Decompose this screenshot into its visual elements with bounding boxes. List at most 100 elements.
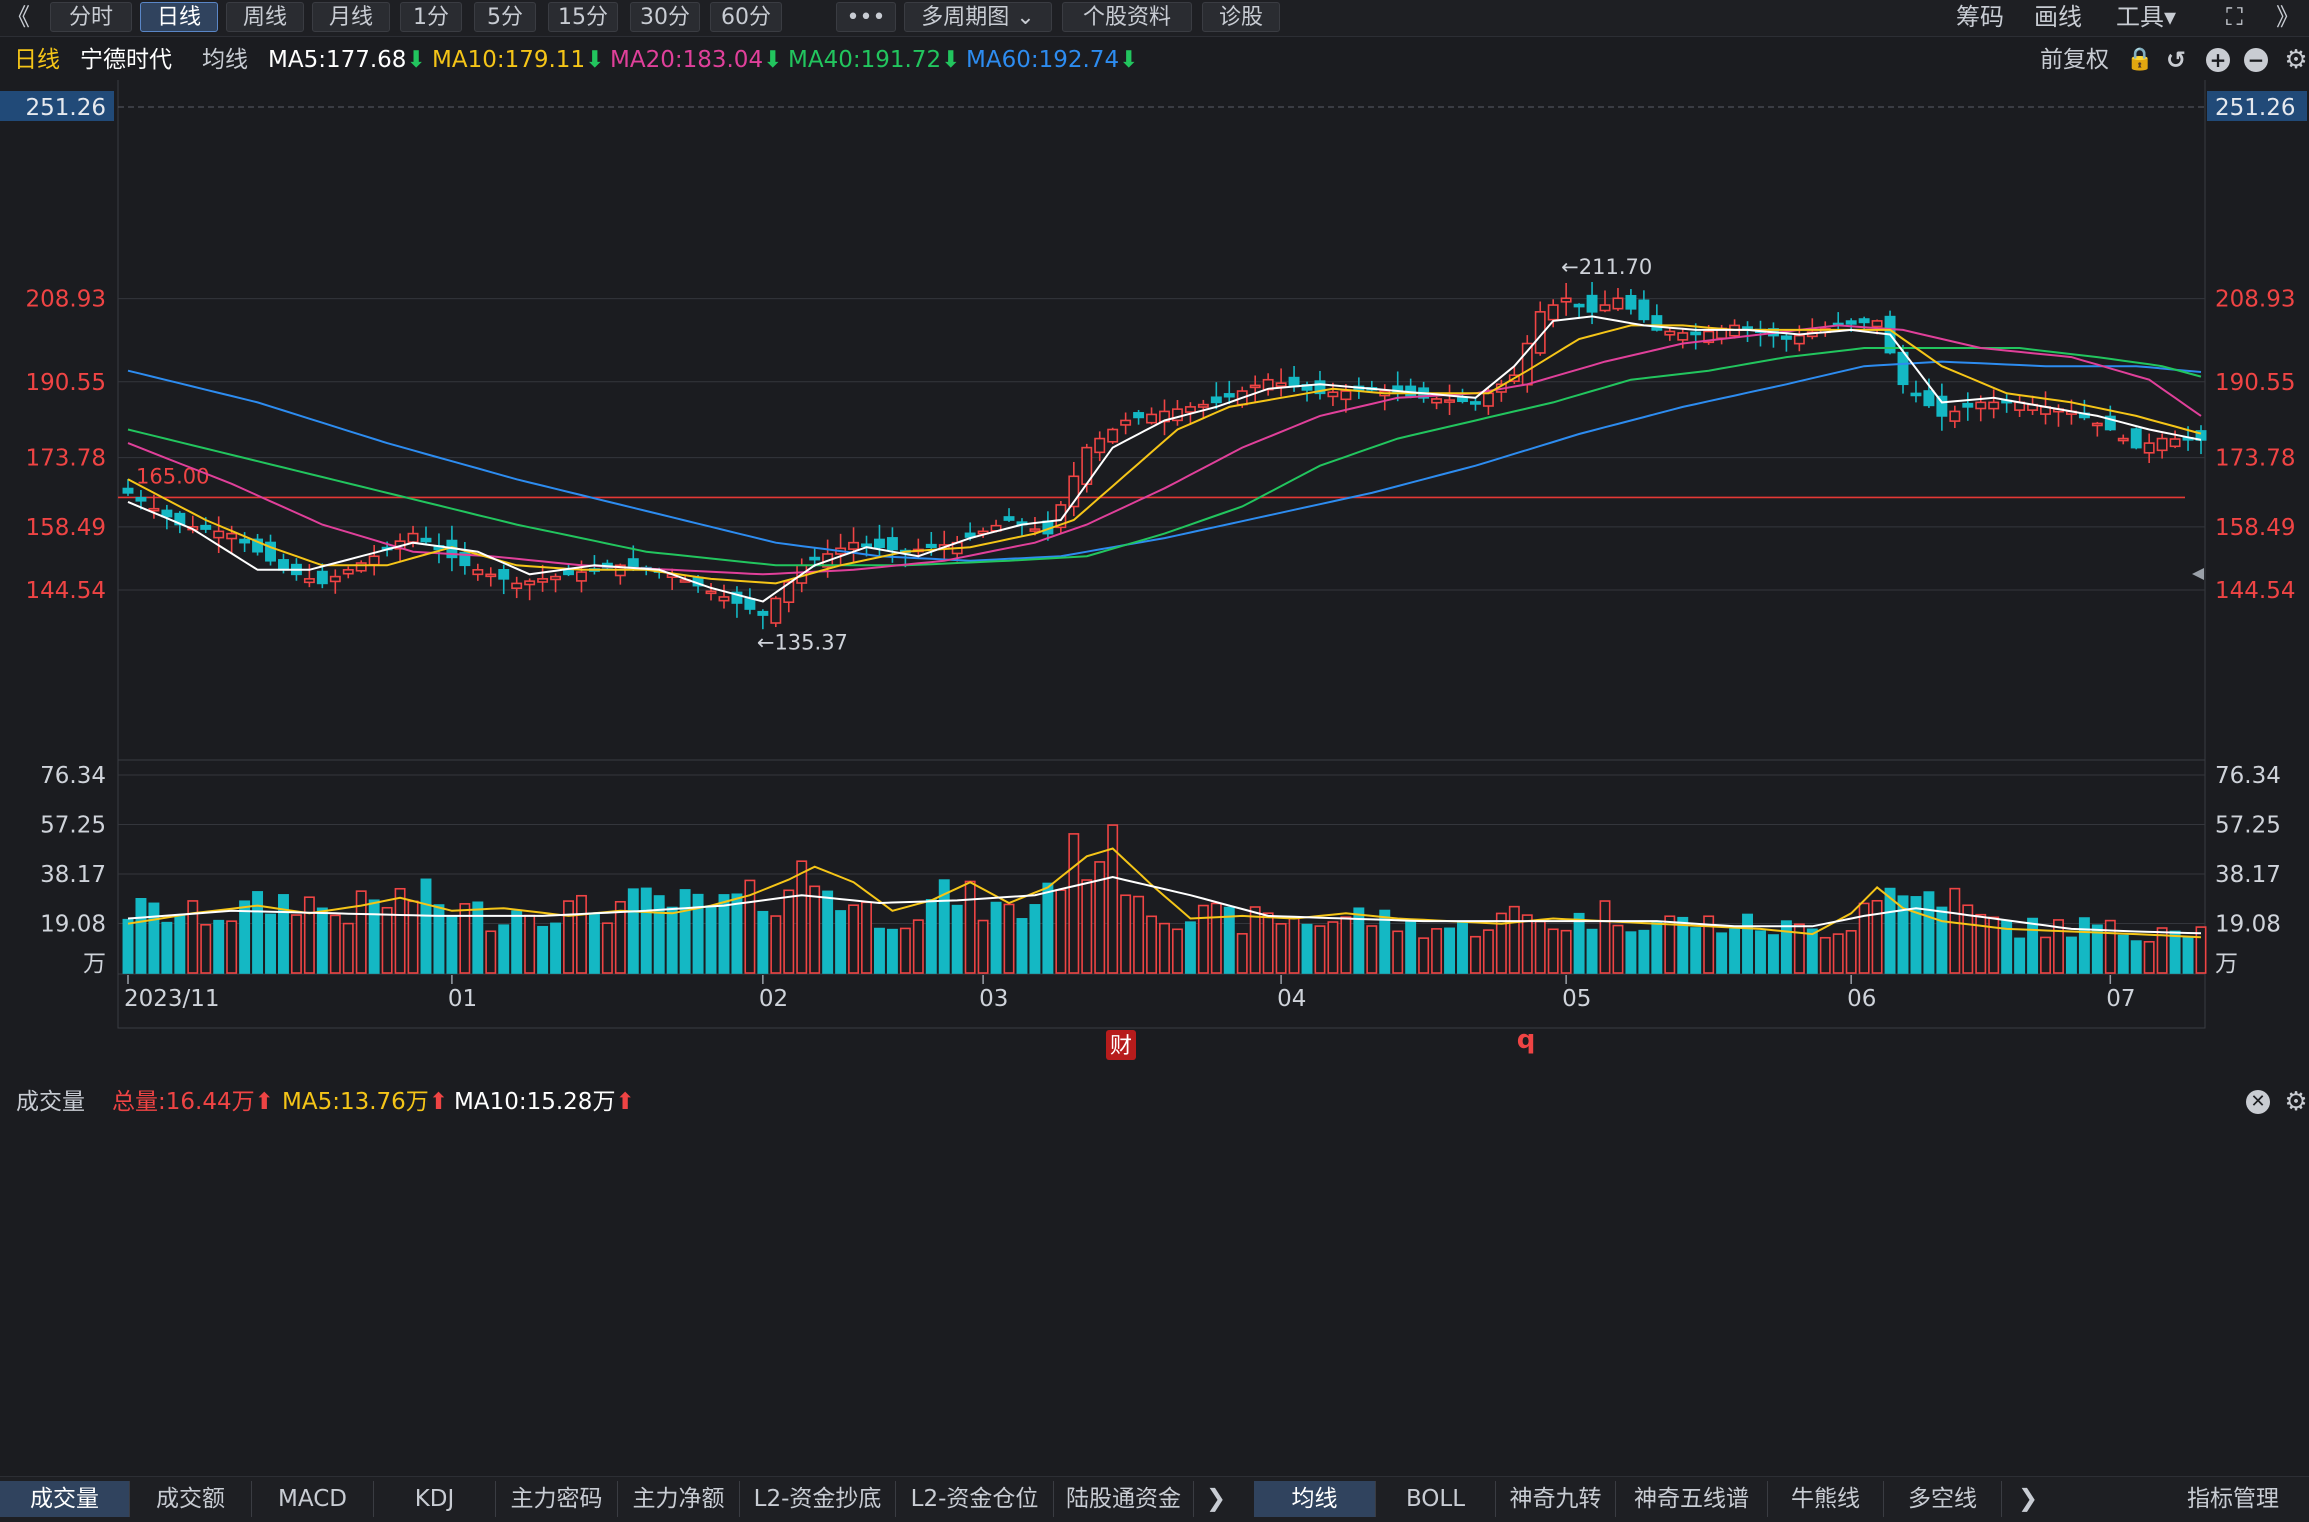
volume-bar[interactable] — [1936, 906, 1948, 974]
candle-body[interactable] — [1573, 303, 1585, 308]
volume-bar[interactable] — [1120, 894, 1132, 974]
volume-bar[interactable] — [2091, 924, 2103, 974]
volume-bar[interactable] — [1366, 925, 1378, 974]
volume-bar[interactable] — [1482, 929, 1494, 974]
volume-bar[interactable] — [1327, 921, 1339, 974]
volume-bar[interactable] — [614, 900, 626, 974]
candle-body[interactable] — [1975, 401, 1987, 410]
overlay-tab-1[interactable]: BOLL — [1376, 1481, 1496, 1517]
overlay-tab-3[interactable]: 神奇五线谱 — [1616, 1481, 1768, 1517]
volume-bar[interactable] — [2156, 927, 2168, 974]
volume-bar[interactable] — [1573, 912, 1585, 974]
volume-bar[interactable] — [1612, 924, 1624, 974]
volume-bar[interactable] — [1897, 895, 1909, 974]
candle-body[interactable] — [1690, 331, 1702, 336]
volume-bar[interactable] — [653, 895, 665, 974]
candle-body[interactable] — [1482, 392, 1494, 407]
overlay-tab-5[interactable]: 多空线 — [1884, 1481, 2002, 1517]
candle-body[interactable] — [2169, 438, 2181, 448]
volume-bar[interactable] — [899, 927, 911, 974]
candle-body[interactable] — [1858, 318, 1870, 324]
candle-body[interactable] — [524, 580, 536, 586]
candle-body[interactable] — [1431, 398, 1443, 404]
volume-bar[interactable] — [2040, 936, 2051, 974]
candle-body[interactable] — [848, 541, 860, 550]
kline-svg[interactable]: 251.26 251.26 208.93 208.93 190.55 190.55 173.… — [0, 67, 2309, 1080]
volume-bar[interactable] — [886, 928, 898, 974]
volume-bar[interactable] — [1832, 933, 1844, 974]
volume-bar[interactable] — [1171, 928, 1183, 974]
volume-bar[interactable] — [666, 906, 678, 974]
candle-body[interactable] — [1314, 380, 1326, 395]
volume-bar[interactable] — [951, 904, 963, 974]
candle-body[interactable] — [757, 610, 769, 616]
candle-body[interactable] — [731, 591, 743, 604]
volume-bar[interactable] — [770, 915, 782, 974]
volume-bar[interactable] — [1275, 923, 1287, 974]
volume-bar[interactable] — [381, 906, 393, 974]
volume-bar[interactable] — [200, 924, 212, 974]
candle-body[interactable] — [459, 551, 471, 567]
volume-bar[interactable] — [485, 930, 497, 974]
volume-bar[interactable] — [809, 885, 821, 974]
volume-bar[interactable] — [1884, 887, 1896, 974]
indicator-tab-7[interactable]: L2-资金仓位 — [896, 1481, 1054, 1517]
volume-title[interactable]: 成交量 — [16, 1089, 85, 1115]
volume-bar[interactable] — [161, 921, 173, 974]
candle-body[interactable] — [1780, 335, 1792, 340]
volume-bar[interactable] — [213, 919, 225, 974]
volume-bar[interactable] — [1910, 896, 1922, 974]
candle-body[interactable] — [485, 573, 497, 578]
chips-button[interactable]: 筹码 — [1956, 3, 2004, 31]
period-tab-8[interactable]: 60分 — [710, 2, 782, 32]
volume-bar[interactable] — [977, 919, 989, 974]
volume-bar[interactable] — [576, 894, 587, 974]
volume-bar[interactable] — [1392, 930, 1404, 974]
volume-bar[interactable] — [1159, 922, 1170, 974]
volume-bar[interactable] — [1521, 914, 1533, 974]
volume-bar[interactable] — [873, 927, 885, 974]
candle-body[interactable] — [1599, 304, 1611, 312]
indicator-tab-3[interactable]: KDJ — [374, 1481, 496, 1517]
candle-body[interactable] — [1457, 397, 1468, 403]
candle-body[interactable] — [407, 532, 419, 543]
volume-bar[interactable] — [964, 880, 976, 974]
candle-body[interactable] — [213, 530, 225, 539]
undo-icon[interactable]: ↺ — [2165, 46, 2187, 74]
volume-bar[interactable] — [1236, 933, 1248, 974]
volume-bar[interactable] — [1444, 927, 1456, 974]
scroll-tabs-right-icon[interactable]: ❯ — [1206, 1484, 1227, 1512]
volume-bar[interactable] — [2117, 934, 2129, 974]
candle-body[interactable] — [511, 582, 523, 590]
candle-body[interactable] — [744, 598, 756, 610]
adjust-mode-label[interactable]: 前复权 — [2040, 47, 2109, 73]
volume-bar[interactable] — [226, 920, 238, 974]
volume-bar[interactable] — [252, 891, 264, 974]
candle-body[interactable] — [925, 543, 937, 548]
indicator-tab-8[interactable]: 陆股通资金 — [1054, 1481, 1194, 1517]
candle-body[interactable] — [2156, 437, 2168, 452]
volume-bar[interactable] — [1703, 915, 1715, 974]
volume-bar[interactable] — [1534, 920, 1546, 974]
period-tab-3[interactable]: 月线 — [312, 2, 390, 32]
volume-bar[interactable] — [1625, 931, 1637, 974]
volume-bar[interactable] — [1767, 934, 1779, 974]
candle-body[interactable] — [1742, 326, 1753, 330]
close-indicator-icon[interactable]: ✕ — [2246, 1090, 2270, 1114]
volume-bar[interactable] — [433, 904, 445, 974]
candle-body[interactable] — [2130, 428, 2142, 449]
candle-body[interactable] — [1677, 332, 1689, 341]
period-tab-5[interactable]: 5分 — [474, 2, 536, 32]
candle-body[interactable] — [1444, 399, 1456, 403]
volume-bar[interactable] — [1288, 917, 1300, 974]
volume-bar[interactable] — [588, 913, 600, 974]
candle-body[interactable] — [1703, 330, 1715, 344]
candle-body[interactable] — [2143, 442, 2155, 454]
candle-body[interactable] — [122, 487, 134, 494]
volume-bar[interactable] — [1780, 920, 1792, 974]
indicator-tab-2[interactable]: MACD — [252, 1481, 374, 1517]
candle-body[interactable] — [1988, 401, 2000, 410]
volume-bar[interactable] — [705, 905, 717, 974]
period-tab-7[interactable]: 30分 — [630, 2, 700, 32]
period-tab-6[interactable]: 15分 — [548, 2, 618, 32]
